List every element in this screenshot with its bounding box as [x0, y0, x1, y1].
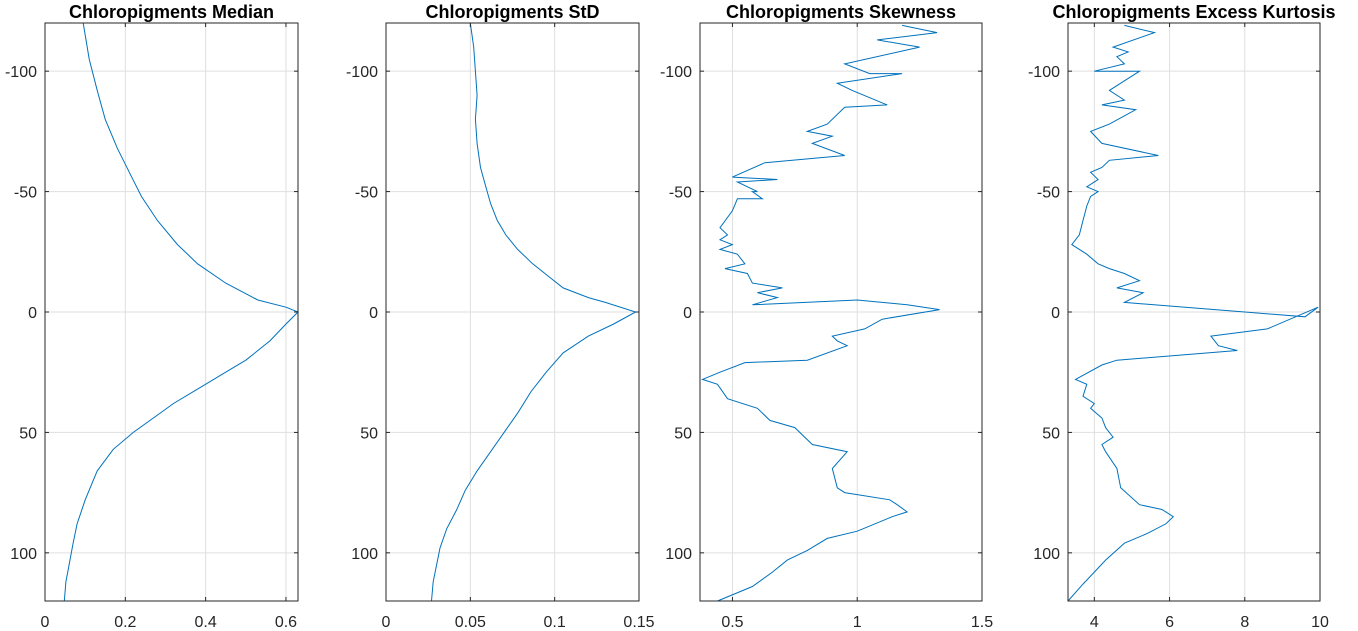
y-tick-label: 100 — [351, 546, 378, 563]
x-tick-label: 0 — [41, 614, 50, 631]
x-tick-label: 0.5 — [721, 614, 743, 631]
x-tick-label: 0.05 — [455, 614, 486, 631]
panel-4: 4 6 8 10 -100 -50 0 50 100 Chloropigments Excess … — [1028, 2, 1336, 631]
y-tick-label: -100 — [660, 64, 692, 81]
series-line — [1067, 24, 1319, 602]
y-tick-label: -100 — [5, 64, 37, 81]
series-line — [431, 22, 637, 602]
panel-title: Chloropigments Skewness — [726, 2, 956, 22]
y-tick-label: -100 — [1028, 64, 1060, 81]
y-tick-label: 50 — [674, 425, 692, 442]
x-tick-label: 0.2 — [114, 614, 136, 631]
y-tick-label: -100 — [346, 64, 378, 81]
x-tick-label: 0.4 — [195, 614, 217, 631]
y-tick-label: 100 — [1033, 546, 1060, 563]
x-tick-label: 8 — [1240, 614, 1249, 631]
y-tick-label: -50 — [355, 185, 378, 202]
x-tick-label: 4 — [1090, 614, 1099, 631]
x-tick-label: 0.15 — [623, 614, 654, 631]
x-tick-label: 10 — [1311, 614, 1329, 631]
panel-title: Chloropigments StD — [426, 2, 600, 22]
y-tick-label: 0 — [28, 305, 37, 322]
x-tick-label: 0.1 — [544, 614, 566, 631]
y-tick-label: 100 — [10, 546, 37, 563]
series-line — [63, 22, 299, 602]
y-tick-label: 50 — [19, 425, 37, 442]
x-tick-label: 1 — [853, 614, 862, 631]
y-tick-label: 100 — [665, 546, 692, 563]
panel-3: 0.5 1 1.5 -100 -50 0 50 100 Chloropigments Skewn… — [660, 2, 993, 631]
x-tick-label: 0.6 — [275, 614, 297, 631]
panel-1: 0 0.2 0.4 0.6 -100 -50 0 50 100 Chloropigments Me… — [5, 2, 299, 631]
x-tick-label: 1.5 — [971, 614, 993, 631]
y-tick-label: -50 — [14, 185, 37, 202]
y-tick-label: 50 — [1042, 425, 1060, 442]
x-tick-label: 6 — [1165, 614, 1174, 631]
y-tick-label: -50 — [669, 185, 692, 202]
panel-title: Chloropigments Excess Kurtosis — [1052, 2, 1335, 22]
y-tick-label: -50 — [1037, 185, 1060, 202]
y-tick-label: 0 — [1051, 305, 1060, 322]
panel-2: 0 0.05 0.1 0.15 -100 -50 0 50 100 Chloropigments … — [346, 2, 655, 631]
panel-title: Chloropigments Median — [69, 2, 274, 22]
y-tick-label: 0 — [369, 305, 378, 322]
y-tick-label: 50 — [360, 425, 378, 442]
series-line — [701, 24, 940, 602]
x-tick-label: 0 — [382, 614, 391, 631]
y-tick-label: 0 — [683, 305, 692, 322]
